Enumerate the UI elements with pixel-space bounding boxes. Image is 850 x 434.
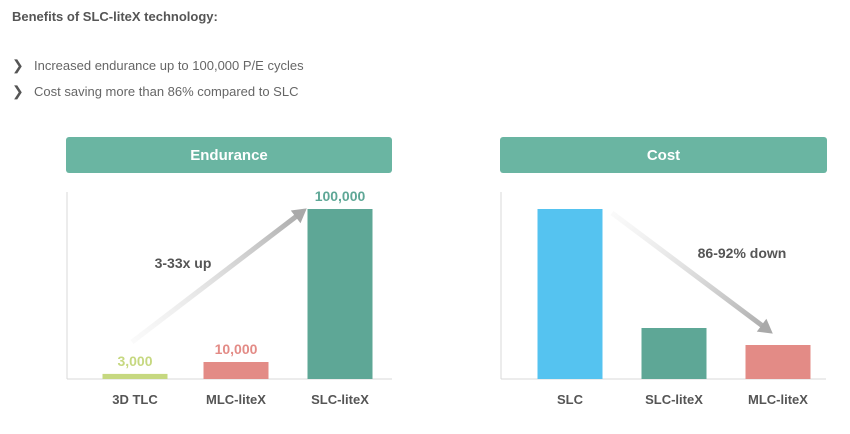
endurance-trend-arrow bbox=[130, 210, 304, 344]
endurance-chart-title: Endurance bbox=[66, 137, 392, 173]
cost-tick-label: SLC bbox=[557, 392, 584, 407]
endurance-data-label: 10,000 bbox=[215, 341, 258, 357]
bullet-text: Increased endurance up to 100,000 P/E cy… bbox=[34, 58, 304, 73]
bullet-endurance: ❯ Increased endurance up to 100,000 P/E … bbox=[12, 57, 304, 74]
cost-annotation: 86-92% down bbox=[698, 245, 787, 261]
endurance-annotation: 3-33x up bbox=[155, 255, 212, 271]
cost-trend-arrow bbox=[610, 211, 770, 332]
endurance-tick-label: 3D TLC bbox=[112, 392, 158, 407]
bullet-text: Cost saving more than 86% compared to SL… bbox=[34, 84, 299, 99]
page-heading: Benefits of SLC-liteX technology: bbox=[12, 9, 218, 24]
endurance-arrowhead bbox=[290, 208, 307, 224]
cost-chart-title: Cost bbox=[500, 137, 827, 173]
endurance-bar-3d-tlc bbox=[102, 373, 168, 379]
bullet-cost: ❯ Cost saving more than 86% compared to … bbox=[12, 83, 298, 100]
endurance-data-label: 100,000 bbox=[315, 188, 366, 204]
endurance-data-label: 3,000 bbox=[117, 353, 152, 369]
chevron-right-icon: ❯ bbox=[12, 57, 24, 73]
cost-bar-slc bbox=[537, 209, 603, 379]
chevron-right-icon: ❯ bbox=[12, 83, 24, 99]
endurance-bar-slc-litex bbox=[307, 209, 373, 379]
cost-tick-label: MLC-liteX bbox=[748, 392, 808, 407]
cost-tick-label: SLC-liteX bbox=[645, 392, 703, 407]
endurance-tick-label: MLC-liteX bbox=[206, 392, 266, 407]
cost-bar-slc-litex bbox=[641, 328, 707, 379]
cost-bar-mlc-litex bbox=[745, 345, 811, 379]
endurance-bar-mlc-litex bbox=[203, 362, 269, 379]
cost-arrowhead bbox=[756, 318, 773, 334]
endurance-tick-label: SLC-liteX bbox=[311, 392, 369, 407]
